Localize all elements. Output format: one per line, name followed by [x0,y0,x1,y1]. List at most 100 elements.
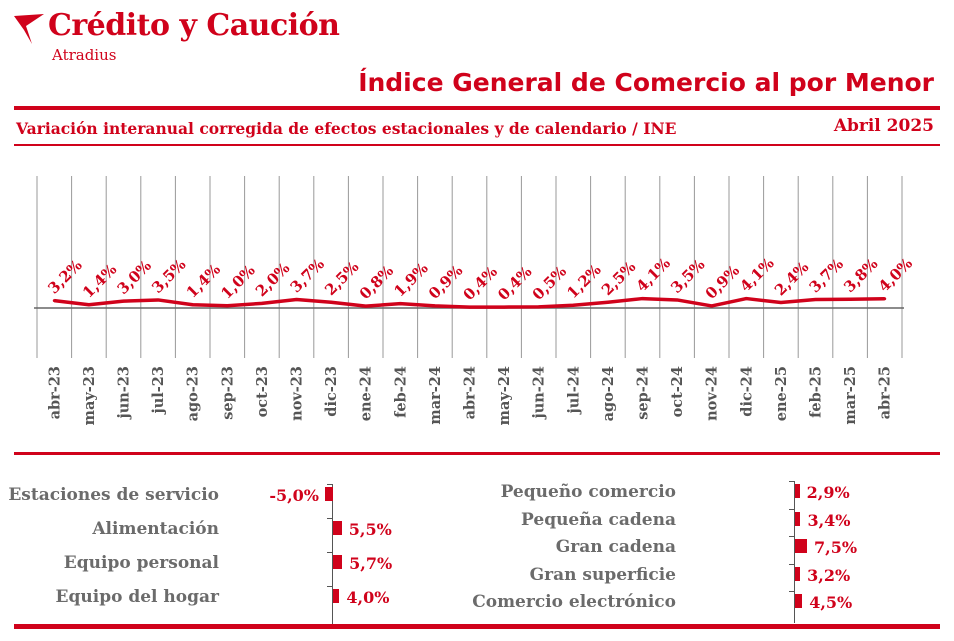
data-label: 4,1% [736,254,777,295]
breakdown-value: 5,7% [349,554,393,573]
breakdown-bar [795,539,807,553]
breakdown-bar [795,484,800,498]
breakdown-axis-tick [789,591,794,592]
bottom-rule [14,624,940,629]
breakdown-axis-tick [327,586,332,587]
x-tick-label: abr-24 [462,366,479,419]
x-tick-label: sep-24 [635,366,652,420]
middle-rule [14,452,940,455]
data-point [468,305,471,309]
x-tick-label: sep-23 [219,366,236,420]
breakdown-axis [794,481,795,623]
data-point [433,304,437,308]
data-label: 2,5% [321,258,362,299]
x-tick-label: ago-23 [185,366,202,421]
line-chart: 3,2%1,4%3,0%3,5%1,4%1,0%2,0%3,7%2,5%0,8%… [34,176,916,425]
breakdown-value: 3,4% [807,510,851,530]
data-point [295,297,298,301]
page-title: Índice General de Comercio al por Menor [358,68,934,97]
x-tick-label: may-24 [496,366,513,425]
data-point [122,299,125,303]
period-label: Abril 2025 [833,116,934,136]
x-tick-label: nov-24 [704,366,721,421]
x-tick-label: feb-25 [808,366,825,418]
data-label: 1,2% [563,261,604,302]
data-label: 4,0% [875,254,916,295]
brand-name: Crédito y Caución [48,8,340,43]
x-tick-label: oct-23 [254,366,271,417]
data-label: 1,0% [217,261,258,302]
x-tick-label: mar-24 [427,366,444,425]
data-point [537,305,541,309]
data-label: 3,7% [287,255,328,296]
data-point [848,297,852,301]
x-tick-label: jun-24 [531,366,548,421]
data-label: 0,5% [529,262,570,303]
data-label: 2,0% [252,259,293,300]
data-point [779,300,783,304]
top-rule [14,106,940,110]
chart-subtitle: Variación interanual corregida de efecto… [16,119,677,138]
breakdown-axis-tick [327,552,332,553]
x-tick-label: jul-23 [150,366,167,416]
breakdown-axis-tick [327,518,332,519]
breakdown-axis-tick [789,508,794,510]
breakdown-axis-tick [789,563,794,565]
data-point [329,300,333,304]
x-tick-label: ene-25 [773,366,790,421]
data-point [398,302,402,306]
breakdown-axis-tick [327,484,332,485]
x-tick-label: abr-25 [877,366,894,419]
data-point [191,303,195,307]
x-tick-label: oct-24 [669,366,686,417]
data-label: 2,4% [771,258,812,299]
data-point [502,305,506,309]
data-point [641,297,644,301]
breakdown-bar [795,594,803,608]
breakdown-value: 5,5% [348,520,392,539]
data-label: 1,4% [79,260,120,301]
breakdown-value: 2,9% [806,483,850,502]
x-tick-label: may-23 [81,366,98,425]
x-tick-label: ene-24 [358,366,375,421]
data-point [260,301,264,305]
data-label: 1,9% [390,259,431,300]
data-label: 0,4% [494,263,535,304]
x-tick-label: dic-24 [738,366,755,417]
breakdown-axis-tick [789,536,794,537]
breakdown-label: Equipo del hogar [55,587,219,607]
data-point [883,297,887,301]
bird-logo-icon [14,14,44,44]
breakdown-bar [333,521,342,535]
data-label: 2,5% [598,258,639,299]
breakdown-value: 7,5% [814,538,858,557]
data-label: 4,1% [633,254,674,295]
data-label: 3,2% [44,256,85,297]
breakdown-label: Gran cadena [555,537,676,557]
breakdown-bar [333,555,343,569]
x-tick-label: jun-23 [116,366,133,421]
breakdown-label: Pequeño comercio [500,482,676,502]
breakdown-bar [795,566,801,581]
data-point [675,298,679,302]
data-point [87,303,91,307]
x-tick-label: dic-23 [323,366,340,417]
data-point [52,299,56,303]
breakdown-axis-tick [789,481,794,482]
breakdown-label: Pequeña cadena [521,509,676,530]
data-label: 3,8% [840,255,881,296]
brand-subname: Atradius [52,46,117,64]
breakdown-value: 4,5% [809,593,853,612]
data-label: 3,0% [114,257,155,298]
breakdown-label: Estaciones de servicio [8,485,219,505]
breakdown-axis [332,484,333,624]
data-point [606,300,610,304]
breakdown-bar [325,487,333,501]
x-tick-label: nov-23 [289,366,306,421]
data-point [710,304,714,308]
data-label: 0,8% [356,262,397,303]
data-point [225,304,229,308]
data-label: 3,7% [806,255,847,296]
breakdown-value: 3,2% [807,565,851,585]
breakdown-label: Equipo personal [63,553,219,573]
